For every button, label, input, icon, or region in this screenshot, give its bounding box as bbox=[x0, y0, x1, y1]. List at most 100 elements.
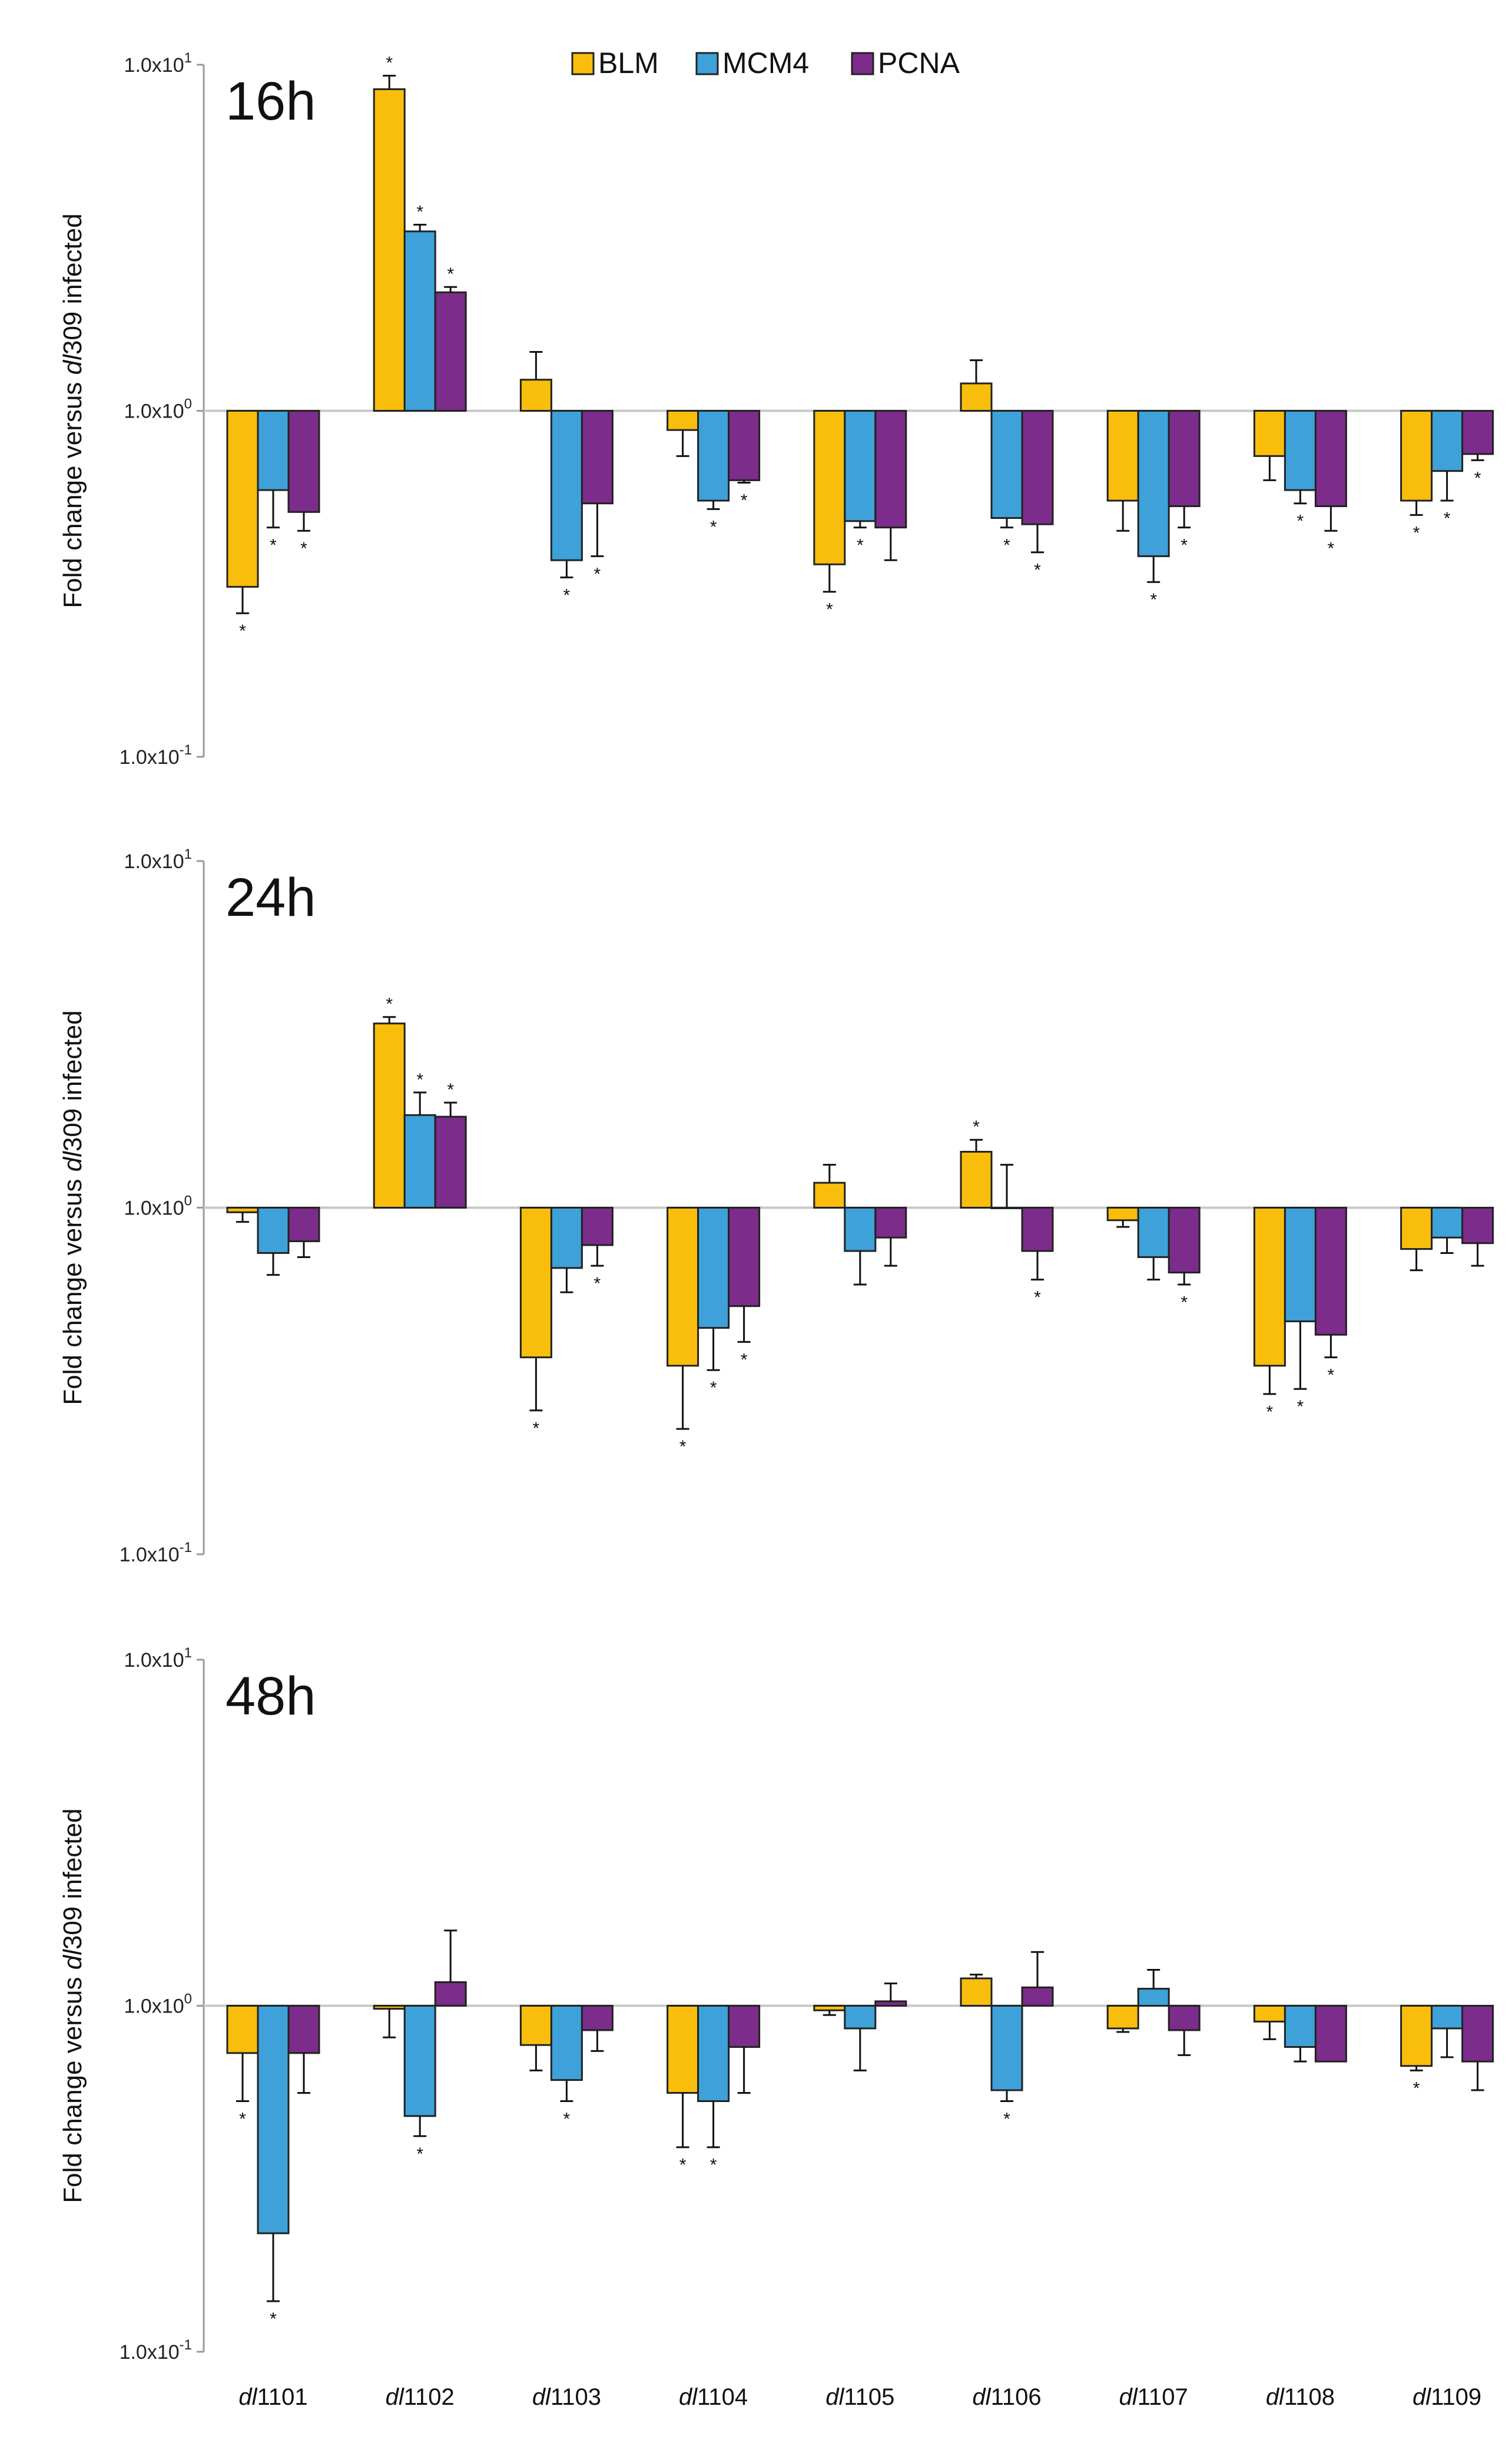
y-tick-base: 1.0x10 bbox=[124, 401, 184, 423]
bar-PCNA bbox=[1461, 410, 1494, 455]
bar-PCNA bbox=[1461, 1207, 1494, 1244]
bar-BLM bbox=[373, 1022, 406, 1209]
bar-MCM4 bbox=[1431, 2005, 1464, 2030]
y-tick-exponent: -1 bbox=[180, 2337, 192, 2353]
y-tick-label: 1.0x10-1 bbox=[120, 1540, 192, 1566]
significance-marker: * bbox=[1181, 536, 1188, 555]
bar-BLM bbox=[667, 1207, 699, 1367]
y-label-text: Fold change versus bbox=[58, 1970, 87, 2203]
y-tick-base: 1.0x10 bbox=[124, 1995, 184, 2018]
y-label-italic: dl bbox=[58, 354, 87, 375]
bar-MCM4 bbox=[550, 410, 583, 561]
significance-marker: * bbox=[741, 491, 748, 510]
bar-MCM4 bbox=[1431, 1207, 1464, 1239]
bar-BLM bbox=[1106, 2005, 1139, 2030]
category-prefix: dl bbox=[1412, 2384, 1431, 2410]
bar-PCNA bbox=[1461, 2005, 1494, 2063]
significance-marker: * bbox=[826, 600, 833, 620]
bar-BLM bbox=[226, 410, 259, 588]
y-tick-base: 1.0x10 bbox=[124, 54, 184, 77]
bar-MCM4 bbox=[697, 410, 730, 502]
y-label-text: Fold change versus bbox=[58, 1171, 87, 1405]
bar-BLM bbox=[1106, 1207, 1139, 1222]
y-tick-exponent: 0 bbox=[184, 1193, 192, 1209]
y-tick-label: 1.0x10-1 bbox=[120, 742, 192, 769]
bar-MCM4 bbox=[1431, 410, 1464, 472]
significance-marker: * bbox=[447, 264, 454, 284]
y-tick-base: 1.0x10 bbox=[124, 1197, 184, 1220]
significance-marker: * bbox=[270, 536, 277, 555]
y-tick-exponent: -1 bbox=[180, 1540, 192, 1555]
bar-MCM4 bbox=[990, 410, 1023, 519]
bar-MCM4 bbox=[257, 2005, 290, 2235]
significance-marker: * bbox=[741, 1350, 748, 1369]
category-number: 1109 bbox=[1431, 2384, 1481, 2410]
bar-PCNA bbox=[1168, 2005, 1201, 2031]
legend-label-PCNA: PCNA bbox=[878, 47, 960, 80]
y-tick-exponent: 0 bbox=[184, 396, 192, 412]
bar-BLM bbox=[373, 88, 406, 412]
significance-marker: * bbox=[1266, 1402, 1274, 1422]
significance-marker: * bbox=[1034, 1288, 1041, 1308]
bar-PCNA bbox=[581, 410, 614, 505]
bar-MCM4 bbox=[697, 2005, 730, 2102]
x-category-label: dl1109 bbox=[1412, 2384, 1481, 2410]
bar-BLM bbox=[519, 2005, 552, 2046]
legend-swatch-PCNA bbox=[851, 52, 874, 75]
bar-MCM4 bbox=[1284, 410, 1317, 491]
y-label-text: Fold change versus bbox=[58, 375, 87, 608]
y-axis-label: Fold change versus dl309 infected bbox=[58, 213, 87, 608]
category-number: 1102 bbox=[404, 2384, 455, 2410]
bar-PCNA bbox=[1314, 2005, 1347, 2063]
significance-marker: * bbox=[239, 2109, 246, 2129]
bar-PCNA bbox=[874, 1207, 907, 1239]
significance-marker: * bbox=[710, 517, 717, 537]
significance-marker: * bbox=[1181, 1293, 1188, 1312]
panel-title: 48h bbox=[226, 1666, 316, 1726]
bar-PCNA bbox=[287, 2005, 320, 2054]
y-tick-exponent: 1 bbox=[184, 1645, 192, 1661]
bar-MCM4 bbox=[844, 2005, 877, 2030]
bar-MCM4 bbox=[257, 1207, 290, 1254]
category-prefix: dl bbox=[532, 2384, 551, 2410]
x-category-label: dl1101 bbox=[238, 2384, 307, 2410]
bar-MCM4 bbox=[844, 1207, 877, 1252]
significance-marker: * bbox=[1297, 512, 1304, 531]
significance-marker: * bbox=[1150, 590, 1157, 610]
bar-BLM bbox=[813, 1181, 846, 1209]
x-category-label: dl1105 bbox=[825, 2384, 894, 2410]
category-prefix: dl bbox=[679, 2384, 698, 2410]
significance-marker: * bbox=[1297, 1397, 1304, 1416]
category-prefix: dl bbox=[1119, 2384, 1138, 2410]
significance-marker: * bbox=[563, 585, 571, 605]
bar-MCM4 bbox=[550, 2005, 583, 2081]
bar-PCNA bbox=[287, 410, 320, 513]
significance-marker: * bbox=[594, 1274, 601, 1293]
significance-marker: * bbox=[857, 536, 864, 555]
category-prefix: dl bbox=[386, 2384, 404, 2410]
bar-BLM bbox=[667, 410, 699, 431]
category-prefix: dl bbox=[972, 2384, 991, 2410]
y-axis-label: Fold change versus dl309 infected bbox=[58, 1010, 87, 1405]
category-number: 1106 bbox=[991, 2384, 1042, 2410]
legend-label-MCM4: MCM4 bbox=[722, 47, 809, 80]
significance-marker: * bbox=[1328, 539, 1335, 558]
category-number: 1103 bbox=[551, 2384, 601, 2410]
y-tick-label: 1.0x100 bbox=[124, 396, 192, 423]
y-tick-base: 1.0x10 bbox=[124, 1649, 184, 1672]
significance-marker: * bbox=[416, 1070, 423, 1090]
y-tick-exponent: 1 bbox=[184, 50, 192, 66]
y-label-text: 309 infected bbox=[58, 213, 87, 355]
category-number: 1107 bbox=[1138, 2384, 1188, 2410]
significance-marker: * bbox=[1413, 2078, 1420, 2098]
bar-MCM4 bbox=[1137, 1988, 1170, 2007]
legend-swatch-BLM bbox=[571, 52, 595, 75]
bar-MCM4 bbox=[1284, 1207, 1317, 1322]
bar-BLM bbox=[813, 2005, 846, 2011]
y-label-text: 309 infected bbox=[58, 1010, 87, 1151]
y-tick-exponent: 1 bbox=[184, 846, 192, 862]
x-category-label: dl1104 bbox=[679, 2384, 748, 2410]
